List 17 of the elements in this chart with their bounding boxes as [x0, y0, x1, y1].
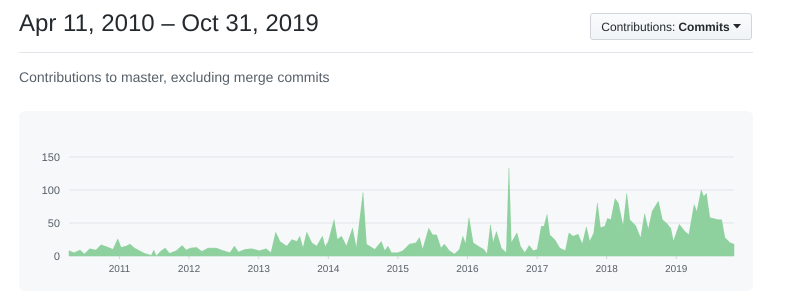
chart-subtitle: Contributions to master, excluding merge commits [19, 69, 330, 85]
x-tick-label: 2014 [317, 264, 340, 275]
x-tick-label: 2013 [248, 264, 270, 275]
x-tick-label: 2018 [596, 264, 618, 275]
x-tick-label: 2016 [456, 264, 479, 275]
x-tick-label: 2017 [526, 264, 549, 275]
x-tick-label: 2011 [108, 264, 131, 275]
y-tick-label: 0 [54, 250, 60, 263]
x-tick-label: 2012 [178, 264, 201, 275]
y-tick-label: 150 [42, 152, 60, 164]
x-tick-label: 2019 [665, 264, 688, 275]
y-tick-label: 100 [42, 184, 60, 197]
chart-title: Apr 11, 2010 – Oct 31, 2019 [19, 10, 319, 38]
text: Contributions: [601, 20, 676, 34]
text: Commits [678, 20, 730, 34]
x-tick-label: 2015 [386, 264, 410, 275]
y-tick-label: 50 [48, 218, 60, 230]
